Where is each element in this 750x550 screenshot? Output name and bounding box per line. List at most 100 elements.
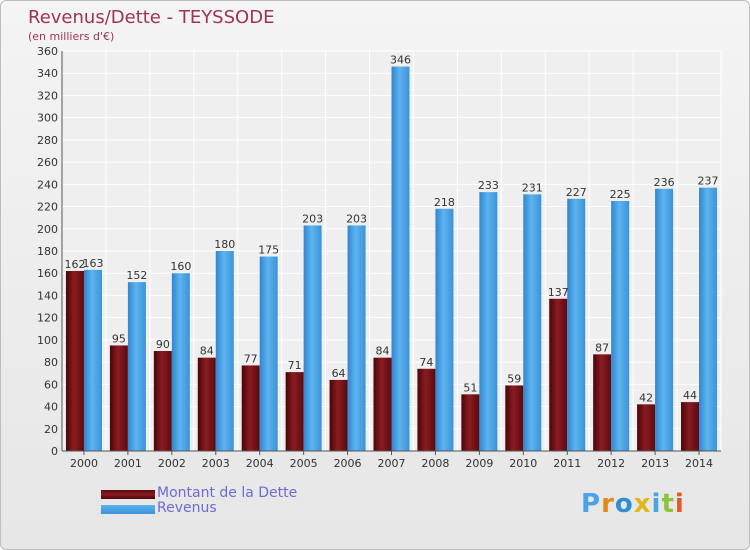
dette-value-label: 84 (200, 345, 214, 358)
dette-value-label: 77 (244, 352, 258, 365)
y-tick-label: 0 (51, 445, 58, 458)
y-tick-label: 140 (37, 289, 58, 302)
revenus-bar (699, 187, 718, 451)
y-tick-label: 180 (37, 245, 58, 258)
x-tick-label: 2005 (290, 457, 318, 470)
legend-swatch-dette (101, 490, 155, 499)
dette-value-label: 64 (332, 367, 346, 380)
bars-layer (65, 66, 718, 452)
dette-bar (329, 379, 348, 451)
dette-bar (197, 357, 216, 451)
revenus-bar (655, 188, 674, 451)
revenus-bar (347, 225, 366, 451)
logo-letter: r (601, 489, 615, 519)
revenus-value-label: 160 (170, 260, 191, 273)
dette-bar (285, 372, 304, 451)
logo-letter: i (651, 489, 662, 519)
x-tick-label: 2006 (334, 457, 362, 470)
x-tick-label: 2011 (553, 457, 581, 470)
y-tick-label: 40 (44, 401, 58, 414)
dette-value-label: 84 (376, 345, 390, 358)
dette-value-label: 71 (288, 359, 302, 372)
y-tick-label: 120 (37, 312, 58, 325)
dette-value-label: 42 (639, 391, 653, 404)
dette-value-label: 162 (64, 258, 85, 271)
revenus-bar (611, 201, 630, 451)
y-tick-label: 340 (37, 67, 58, 80)
x-tick-label: 2008 (421, 457, 449, 470)
y-tick-label: 260 (37, 156, 58, 169)
x-tick-label: 2007 (378, 457, 406, 470)
dette-value-label: 44 (683, 389, 697, 402)
revenus-bar (303, 225, 322, 451)
y-tick-label: 320 (37, 89, 58, 102)
dette-bar (241, 365, 260, 451)
y-tick-label: 80 (44, 356, 58, 369)
x-tick-label: 2012 (597, 457, 625, 470)
x-tick-label: 2000 (70, 457, 98, 470)
chart-subtitle: (en milliers d'€) (28, 30, 115, 43)
x-tick-label: 2009 (465, 457, 493, 470)
x-tick-label: 2004 (246, 457, 274, 470)
revenus-value-label: 236 (654, 176, 675, 189)
x-tick-label: 2014 (685, 457, 713, 470)
revenus-value-label: 231 (522, 181, 543, 194)
y-tick-label: 360 (37, 45, 58, 58)
dette-value-label: 90 (156, 338, 170, 351)
y-tick-label: 60 (44, 378, 58, 391)
dette-value-label: 51 (463, 381, 477, 394)
revenus-value-label: 175 (258, 244, 279, 257)
logo-letter: i (674, 489, 685, 519)
y-tick-label: 20 (44, 423, 58, 436)
dette-value-label: 59 (507, 372, 521, 385)
dette-bar (637, 404, 656, 451)
x-tick-label: 2001 (114, 457, 142, 470)
dette-bar (681, 402, 700, 451)
logo-letter: o (614, 489, 634, 519)
revenus-value-label: 227 (566, 186, 587, 199)
axis-layer: 0 20 40 60 80 100 120 140 160 180 200 220 240 260 280 3… (37, 45, 721, 470)
revenus-bar (259, 256, 278, 451)
revenus-bar (567, 198, 586, 451)
dette-value-label: 137 (548, 286, 569, 299)
y-tick-label: 200 (37, 223, 58, 236)
legend-label-dette: Montant de la Dette (157, 485, 298, 501)
dette-bar (65, 271, 84, 451)
y-tick-label: 220 (37, 201, 58, 214)
dette-bar (593, 354, 612, 451)
dette-bar (109, 345, 128, 451)
revenus-bar (479, 192, 498, 451)
revenus-bar (215, 251, 234, 451)
revenus-value-label: 233 (478, 179, 499, 192)
y-tick-label: 160 (37, 267, 58, 280)
dette-bar (505, 385, 524, 451)
revenus-bar (435, 208, 454, 451)
x-tick-label: 2013 (641, 457, 669, 470)
dette-bar (373, 357, 392, 451)
revenus-value-label: 218 (434, 196, 455, 209)
chart-title: Revenus/Dette - TEYSSODE (28, 7, 275, 28)
dette-bar (417, 368, 436, 451)
dette-value-label: 95 (112, 332, 126, 345)
revenus-value-label: 225 (610, 188, 631, 201)
legend-label-revenus: Revenus (157, 500, 217, 516)
revenus-value-label: 203 (302, 212, 323, 225)
y-tick-label: 240 (37, 178, 58, 191)
y-tick-label: 300 (37, 112, 58, 125)
legend-swatch-revenus (101, 505, 155, 514)
revenus-bar (127, 282, 146, 451)
logo-letter: t (661, 489, 675, 519)
proxiti-logo: Proxiti (581, 489, 685, 519)
dette-value-label: 87 (595, 341, 609, 354)
dette-bar (461, 394, 480, 451)
dette-bar (549, 298, 568, 451)
logo-letter: P (581, 489, 602, 519)
logo-letter: x (633, 489, 652, 519)
y-tick-label: 100 (37, 334, 58, 347)
revenus-value-label: 203 (346, 212, 367, 225)
revenus-value-label: 180 (214, 238, 235, 251)
revenus-value-label: 346 (390, 54, 411, 67)
